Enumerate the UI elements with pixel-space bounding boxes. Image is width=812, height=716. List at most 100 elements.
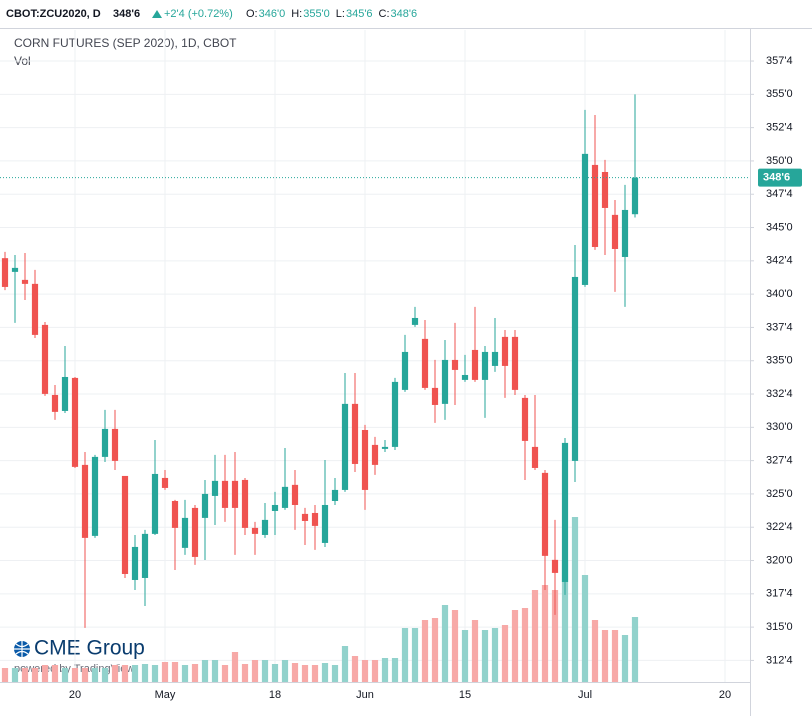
candle-body	[31, 283, 39, 335]
x-tick-label: Jul	[578, 689, 592, 701]
candle-body	[321, 504, 329, 543]
volume-bar	[221, 665, 229, 682]
volume-bar	[391, 658, 399, 682]
candle-body	[81, 464, 89, 538]
volume-bar	[311, 665, 319, 682]
y-tick-label: 327'4	[766, 455, 793, 467]
ohlc-value: 355'0	[303, 8, 330, 20]
volume-bar	[151, 665, 159, 682]
candle-body	[201, 493, 209, 518]
volume-bar	[61, 668, 69, 682]
candle-body	[181, 517, 189, 548]
candle-body	[301, 513, 309, 521]
volume-bar	[381, 658, 389, 682]
candle-body	[511, 336, 519, 390]
volume-bar	[571, 517, 579, 682]
volume-bar	[201, 660, 209, 682]
volume-bar	[51, 665, 59, 682]
volume-bar	[491, 628, 499, 682]
x-tick-label: 15	[459, 689, 471, 701]
volume-bar	[511, 610, 519, 682]
volume-bar	[321, 663, 329, 682]
change: +2'4 (+0.72%)	[164, 8, 233, 20]
candle-body	[451, 359, 459, 370]
ohlc-value: 345'6	[346, 8, 373, 20]
candle-body	[311, 512, 319, 526]
ohlc-key: O:	[246, 8, 258, 20]
y-tick-label: 350'0	[766, 155, 793, 167]
volume-bar	[191, 664, 199, 682]
candle-body	[161, 477, 169, 488]
candle-body	[351, 403, 359, 464]
candle-body	[71, 377, 79, 467]
candle-body	[581, 153, 589, 285]
volume-bar	[41, 665, 49, 682]
candle-body	[61, 376, 69, 411]
volume-bar	[231, 652, 239, 682]
y-tick-label: 355'0	[766, 88, 793, 100]
volume-bar	[421, 620, 429, 682]
volume-bar	[291, 663, 299, 682]
ohlc-key: L:	[336, 8, 345, 20]
volume-bar	[561, 560, 569, 682]
candle-body	[241, 479, 249, 528]
ohlc-key: C:	[379, 8, 390, 20]
volume-bar	[601, 630, 609, 682]
y-tick-label: 332'4	[766, 388, 793, 400]
candle-body	[631, 177, 639, 215]
volume-bar	[121, 665, 129, 682]
volume-bar	[591, 620, 599, 682]
symbol: CBOT:ZCU2020, D	[6, 8, 101, 20]
candles	[1, 94, 639, 628]
candle-body	[221, 480, 229, 508]
volume-bar	[361, 660, 369, 682]
y-tick-label: 340'0	[766, 288, 793, 300]
volume-bar	[551, 590, 559, 682]
volume-bar	[441, 605, 449, 682]
up-arrow-icon	[152, 10, 162, 18]
volume-bar	[431, 618, 439, 682]
volume-bar	[301, 665, 309, 682]
y-tick-label: 342'4	[766, 255, 793, 267]
volume-bar	[271, 664, 279, 682]
candle-body	[231, 480, 239, 508]
candle-body	[481, 351, 489, 380]
candle-body	[141, 533, 149, 578]
x-tick-label: 20	[69, 689, 81, 701]
candle-body	[151, 473, 159, 534]
y-tick-label: 322'4	[766, 521, 793, 533]
volume-bar	[451, 610, 459, 682]
candle-body	[51, 394, 59, 412]
candle-body	[361, 429, 369, 490]
candle-body	[11, 267, 19, 272]
candle-body	[171, 500, 179, 528]
volume-bar	[631, 617, 639, 682]
ohlc-value: 346'0	[259, 8, 286, 20]
candle-body	[541, 472, 549, 556]
volume-bar	[11, 668, 19, 682]
candle-body	[521, 397, 529, 441]
candle-body	[41, 324, 49, 394]
candle-body	[131, 546, 139, 580]
last-price-label: 348'6	[763, 171, 790, 183]
volume-bar	[621, 635, 629, 682]
volume-bar	[211, 660, 219, 682]
y-tick-label: 330'0	[766, 421, 793, 433]
candle-body	[401, 351, 409, 390]
header: CBOT:ZCU2020, D 348'6 +2'4 (+0.72%) O: 34…	[6, 8, 417, 20]
y-tick-label: 312'4	[766, 654, 793, 666]
candle-body	[611, 214, 619, 249]
chart-title: CORN FUTURES (SEP 2020), 1D, CBOT	[14, 36, 237, 50]
candle-body	[501, 336, 509, 366]
candle-body	[101, 428, 109, 457]
price: 348'6	[113, 8, 140, 20]
candle-body	[271, 504, 279, 511]
y-tick-label: 320'0	[766, 554, 793, 566]
ohlc-key: H:	[291, 8, 302, 20]
candle-body	[461, 374, 469, 380]
brand: CME Group	[34, 637, 145, 660]
volume-bar	[111, 665, 119, 682]
volume-bar	[471, 620, 479, 682]
volume-bar	[71, 668, 79, 682]
volume-bar	[611, 630, 619, 682]
